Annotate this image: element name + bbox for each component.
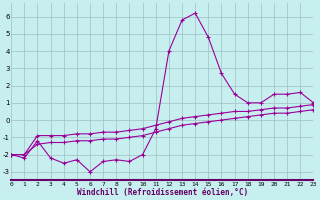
- X-axis label: Windchill (Refroidissement éolien,°C): Windchill (Refroidissement éolien,°C): [77, 188, 248, 197]
